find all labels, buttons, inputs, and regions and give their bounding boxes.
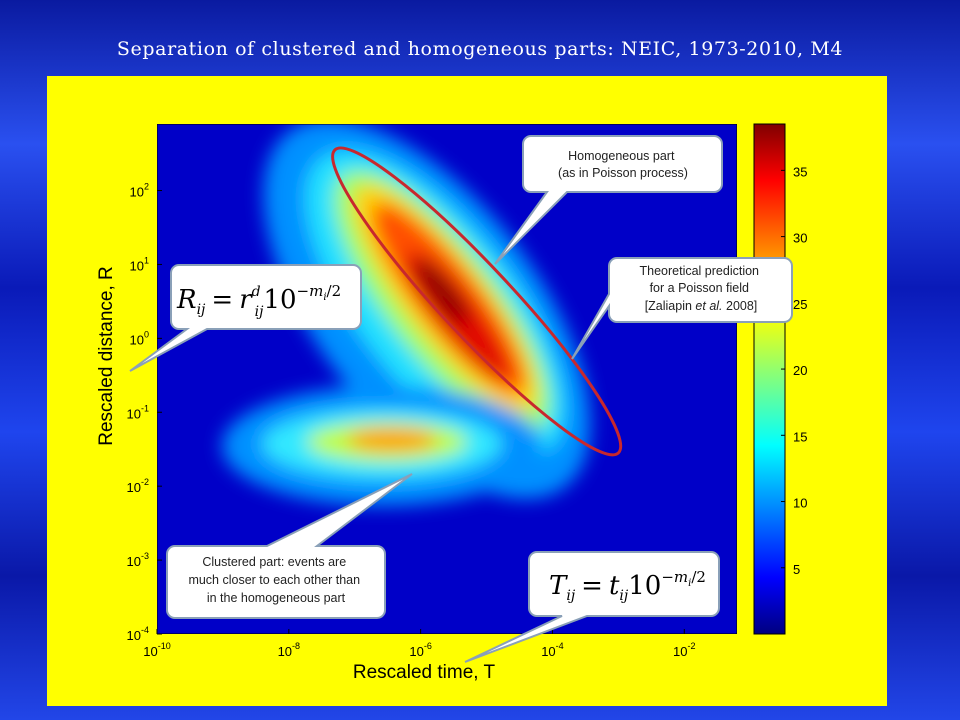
y-tick-label: 100: [130, 329, 149, 347]
poisson-prediction-ellipse: [331, 146, 623, 457]
x-tick-label: 10-10: [143, 641, 170, 659]
colorbar-tick-label: 10: [793, 496, 807, 511]
formula-t: Tij = tij10−mi/2: [549, 568, 706, 604]
colorbar-tick-label: 20: [793, 363, 807, 378]
theoretical-line-3-suffix: 2008]: [723, 299, 758, 313]
y-axis-ticks: 10-4 10-3 10-2 10-1 100 101 102: [127, 182, 162, 643]
y-axis-label: Rescaled distance, R: [96, 266, 117, 446]
formula-r-callout: Rij = rd ij10−mi/2: [129, 264, 362, 372]
slide-title: Separation of clustered and homogeneous …: [116, 38, 844, 60]
homogeneous-line-1: Homogeneous part: [568, 149, 675, 163]
homogeneous-callout: Homogeneous part (as in Poisson process): [494, 135, 723, 265]
figure-panel: 10-10 10-8 10-6 10-4 10-2 10-4 10-3 10-2 10-1 10…: [47, 76, 887, 706]
theoretical-callout: Theoretical prediction for a Poisson fie…: [571, 257, 793, 360]
y-tick-label: 10-1: [127, 403, 149, 421]
x-tick-label: 10-8: [278, 641, 300, 659]
callouts: Homogeneous part (as in Poisson process)…: [129, 135, 793, 663]
colorbar-gradient: [753, 123, 786, 635]
theoretical-line-2: for a Poisson field: [650, 281, 749, 295]
y-tick-label: 101: [130, 255, 149, 273]
colorbar-tick-label: 5: [793, 562, 800, 577]
poisson-prediction-ellipse-layer: [331, 146, 623, 457]
y-tick-label: 10-4: [127, 625, 149, 643]
colorbar-tick-label: 35: [793, 164, 807, 179]
x-tick-label: 10-2: [673, 641, 695, 659]
theoretical-line-3-prefix: [Zaliapin: [645, 299, 696, 313]
homogeneous-line-2: (as in Poisson process): [558, 166, 688, 180]
svg-text:Theoretical prediction: Theoretical prediction for a Poisson fie…: [640, 264, 763, 313]
formula-r: Rij = rd ij10−mi/2: [176, 282, 341, 320]
clustered-density: [222, 386, 542, 506]
x-axis-label: Rescaled time, T: [353, 662, 496, 683]
clustered-callout: Clustered part: events are much closer t…: [166, 473, 413, 619]
clustered-line-3: in the homogeneous part: [207, 591, 346, 605]
theoretical-line-3-italic: et al.: [695, 299, 722, 313]
clustered-line-1: Clustered part: events are: [202, 555, 346, 569]
x-tick-label: 10-6: [409, 641, 431, 659]
colorbar: 5 10 15 20 25 30 35: [753, 123, 807, 635]
x-tick-label: 10-4: [541, 641, 563, 659]
formula-t-callout: Tij = tij10−mi/2: [464, 551, 720, 663]
colorbar-ticks: 5 10 15 20 25 30 35: [781, 164, 807, 577]
svg-text:Homogeneous part (as i: Homogeneous part (as in Poisson process): [558, 149, 688, 180]
y-tick-label: 10-2: [127, 477, 149, 495]
y-tick-label: 102: [130, 182, 149, 200]
colorbar-tick-label: 30: [793, 231, 807, 246]
y-tick-label: 10-3: [127, 551, 149, 569]
theoretical-line-1: Theoretical prediction: [640, 264, 760, 278]
svg-text:Clustered part: events are: Clustered part: events are much closer t…: [188, 555, 363, 605]
clustered-line-2: much closer to each other than: [188, 573, 360, 587]
colorbar-tick-label: 25: [793, 297, 807, 312]
x-axis-ticks: 10-10 10-8 10-6 10-4 10-2: [143, 629, 696, 659]
colorbar-tick-label: 15: [793, 429, 807, 444]
density-plot: 10-10 10-8 10-6 10-4 10-2 10-410-310-210-110…: [96, 123, 807, 683]
